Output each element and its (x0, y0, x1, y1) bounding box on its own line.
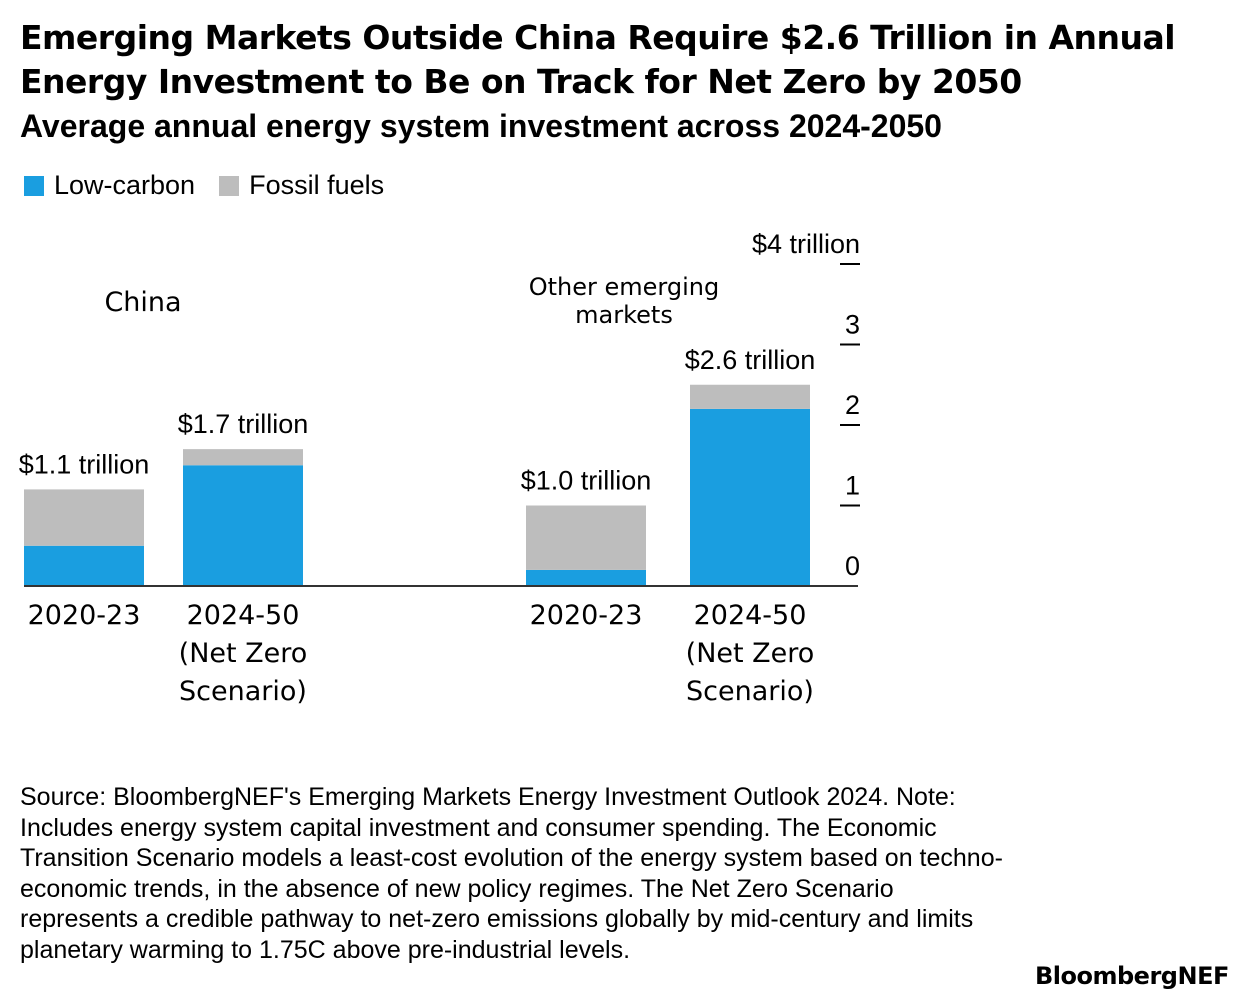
legend-item-fossil-fuels: Fossil fuels (219, 170, 384, 201)
x-tick-label: 2024-50 (Net Zero Scenario) (179, 600, 308, 707)
y-tick-label: 0 (845, 551, 860, 581)
legend-item-low-carbon: Low-carbon (24, 170, 195, 201)
legend-label-fossil-fuels: Fossil fuels (249, 170, 385, 200)
legend-label-low-carbon: Low-carbon (54, 170, 196, 200)
bar-fossil-fuels (183, 449, 303, 466)
brand-logo: BloombergNEF (1035, 962, 1229, 990)
chart-title: Emerging Markets Outside China Require $… (20, 18, 1176, 101)
chart-subtitle: Average annual energy system investment … (20, 108, 942, 144)
bar-fossil-fuels (526, 505, 646, 570)
legend-swatch-fossil-fuels (219, 175, 240, 196)
y-tick-label: 3 (845, 310, 860, 340)
group-label: China (104, 287, 181, 318)
source-note: Source: BloombergNEF's Emerging Markets … (20, 783, 1003, 964)
x-tick-label: 2020-23 (28, 600, 141, 631)
y-tick-label: $4 trillion (752, 229, 860, 259)
data-label: $1.7 trillion (178, 409, 309, 439)
y-tick-label: 2 (845, 390, 860, 420)
bar-low-carbon (24, 545, 144, 586)
y-tick-label: 1 (845, 471, 860, 501)
group-label: Other emerging markets (529, 273, 719, 329)
bar-fossil-fuels (690, 384, 810, 409)
data-label: $1.0 trillion (521, 466, 652, 496)
data-label: $1.1 trillion (19, 449, 150, 479)
x-tick-label: 2020-23 (530, 600, 643, 631)
bar-low-carbon (183, 465, 303, 586)
legend: Low-carbon Fossil fuels (24, 170, 408, 201)
x-tick-label: 2024-50 (Net Zero Scenario) (686, 600, 815, 707)
bar-fossil-fuels (24, 489, 144, 546)
bar-low-carbon (690, 408, 810, 586)
legend-swatch-low-carbon (24, 175, 44, 196)
data-label: $2.6 trillion (685, 345, 816, 375)
bar-low-carbon (526, 569, 646, 586)
